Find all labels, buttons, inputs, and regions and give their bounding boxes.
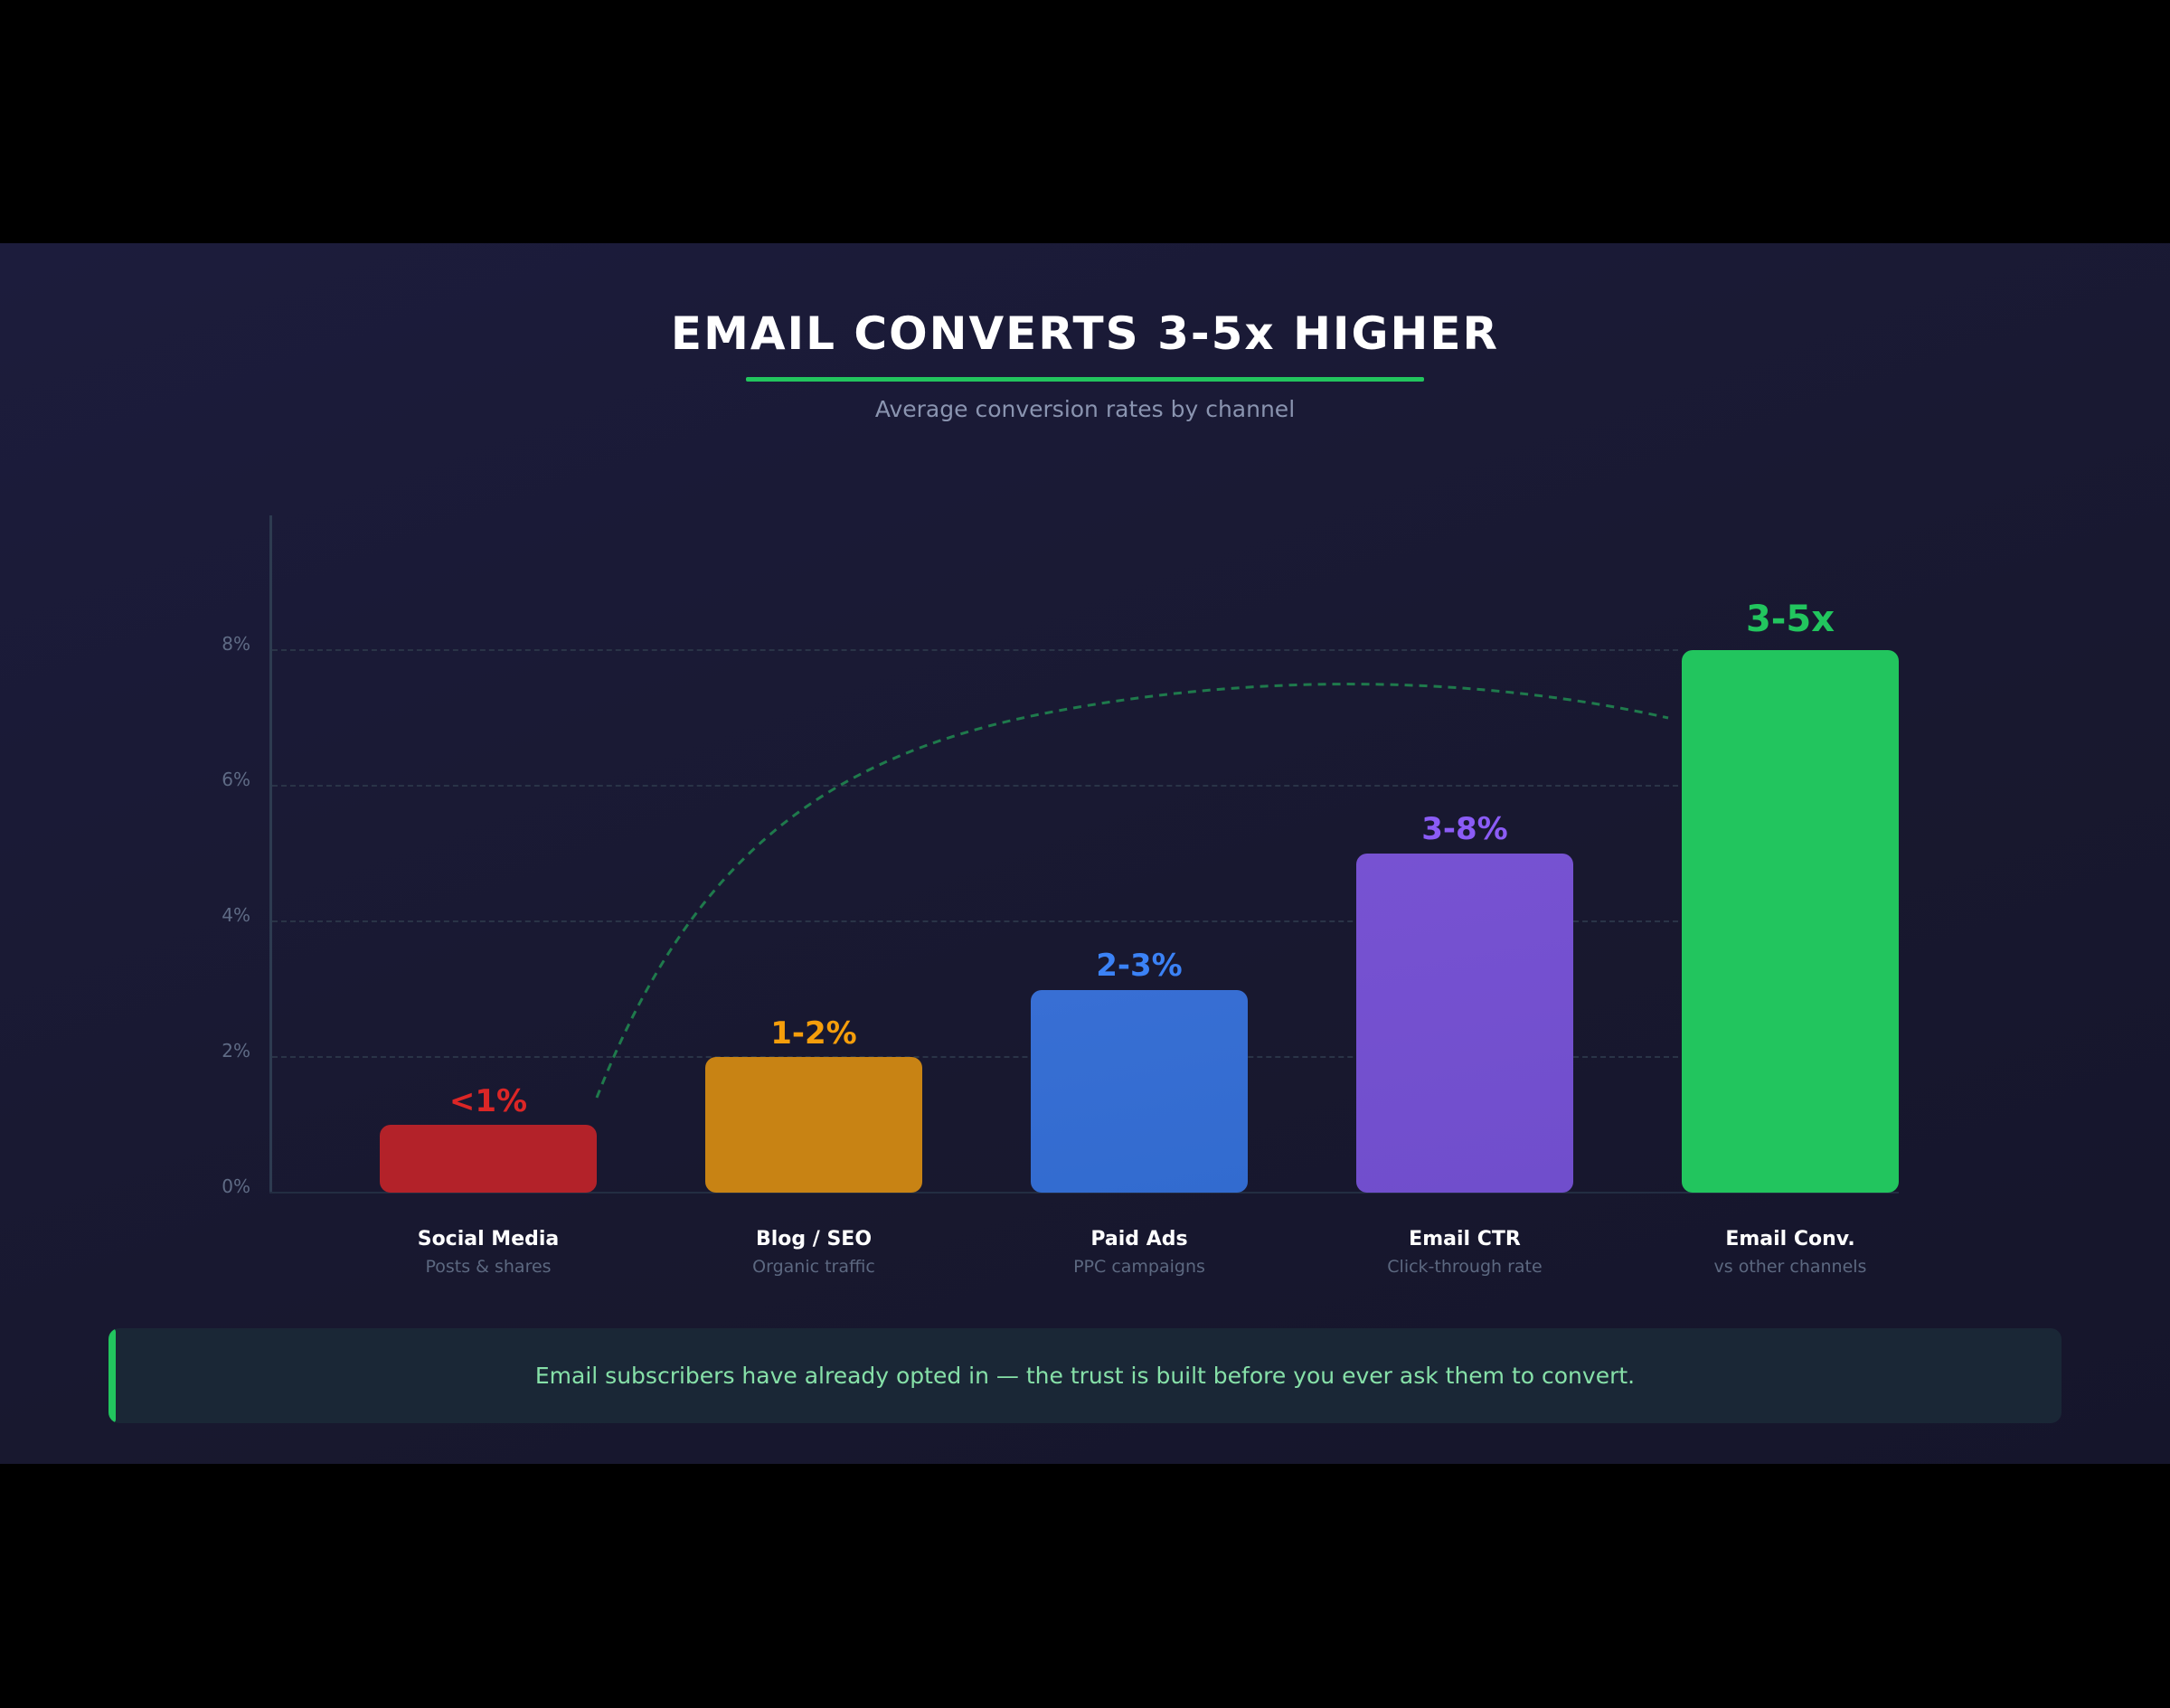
callout-accent-bar [108, 1328, 116, 1423]
y-axis-line [269, 515, 272, 1194]
page-title: EMAIL CONVERTS 3-5x HIGHER [670, 307, 1500, 360]
x-axis-line [269, 1192, 1899, 1194]
category-label: Email Conv. [1725, 1228, 1855, 1250]
y-tick-0: 0% [222, 1175, 250, 1197]
category-sublabel: Click-through rate [1387, 1257, 1543, 1277]
gridline-6 [272, 785, 1678, 787]
gridline-8 [272, 649, 1678, 651]
bar-value-email-conv: 3-5x [1745, 599, 1835, 640]
title-underline [746, 377, 1424, 382]
y-tick-2: 2% [222, 1040, 250, 1062]
bar-value-social-media: <1% [448, 1083, 528, 1119]
category-label: Social Media [417, 1228, 560, 1250]
category-sublabel: Organic traffic [752, 1257, 875, 1277]
page-subtitle: Average conversion rates by channel [874, 396, 1296, 422]
bar-email-conv [1682, 650, 1899, 1193]
bar-blog-seo [705, 1057, 922, 1193]
bar-value-paid-ads: 2-3% [1096, 948, 1183, 984]
bar-paid-ads [1031, 990, 1248, 1193]
bar-social-media [380, 1125, 597, 1193]
category-sublabel: PPC campaigns [1073, 1257, 1205, 1277]
y-tick-8: 8% [222, 633, 250, 655]
category-label: Email CTR [1409, 1228, 1521, 1250]
gridline-4 [272, 920, 1678, 922]
callout-text: Email subscribers have already opted in … [534, 1363, 1636, 1389]
gridline-2 [272, 1056, 1678, 1058]
category-label: Blog / SEO [755, 1228, 873, 1250]
y-tick-4: 4% [222, 904, 250, 926]
bar-value-blog-seo: 1-2% [770, 1015, 857, 1052]
category-label: Paid Ads [1090, 1228, 1188, 1250]
category-sublabel: Posts & shares [425, 1257, 552, 1277]
bar-value-email-ctr: 3-8% [1421, 811, 1508, 847]
insight-callout: Email subscribers have already opted in … [108, 1328, 2062, 1423]
bar-email-ctr [1356, 854, 1573, 1193]
category-sublabel: vs other channels [1713, 1257, 1867, 1277]
y-tick-6: 6% [222, 769, 250, 790]
